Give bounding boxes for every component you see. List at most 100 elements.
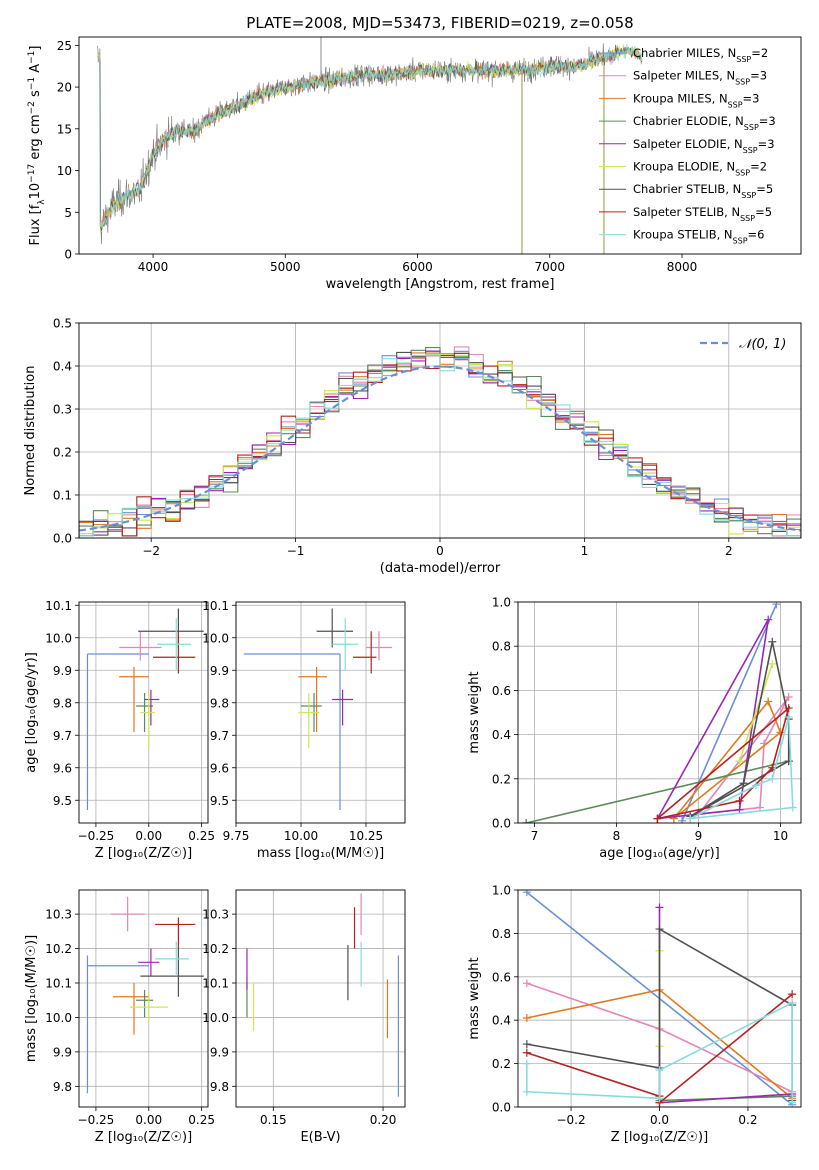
legend-text: Kroupa STELIB, N — [633, 228, 733, 242]
legend-sub: SSP — [741, 191, 756, 200]
legend-suffix: =2 — [751, 46, 768, 60]
series-point — [522, 1059, 531, 1068]
x-tick-label: 0 — [436, 544, 444, 558]
series-point — [678, 816, 687, 823]
series-point — [764, 615, 773, 624]
legend-text: Salpeter STELIB, N — [633, 205, 740, 219]
y-tick-label: 0.0 — [53, 532, 72, 546]
series-line — [526, 1001, 793, 1103]
series-point — [655, 1094, 664, 1103]
panel-massweight-vs-age: 7 8 9 10 0.0 0.2 0.4 0.6 0.8 1.0 age [log₁₀(age/yr… — [467, 596, 802, 861]
series-point — [669, 814, 678, 823]
y-tick-label: 0.4 — [492, 1014, 511, 1028]
plot-area — [97, 37, 643, 254]
y-tick-label: 9.9 — [53, 664, 72, 678]
x-tick-label: 10.25 — [349, 829, 383, 843]
x-tick-label: −0.25 — [78, 1113, 115, 1127]
legend-label: Chabrier MILES, NSSP=2 — [633, 46, 768, 64]
panel-residuals: −2 −1 0 1 2 0.0 0.1 0.2 0.3 0.4 0.5 (data-model)/er… — [23, 317, 802, 576]
y-tick-label: 25 — [57, 39, 72, 53]
x-tick-label: 2 — [725, 544, 733, 558]
x-tick-label: 10.00 — [284, 829, 318, 843]
legend-text: Kroupa ELODIE, N — [633, 160, 735, 174]
series-point — [522, 1087, 531, 1096]
panel-mass-vs-EBV: 0.15 0.20 9.8 9.9 10.0 10.1 10.2 10.3 E(B-V) — [202, 889, 406, 1145]
axes-frame — [235, 601, 406, 824]
x-axis-label: (data-model)/error — [380, 561, 501, 576]
x-tick-label: −2 — [142, 544, 160, 558]
plot-area — [86, 608, 204, 810]
x-tick-label: 0.00 — [135, 829, 162, 843]
y-tick-label: 9.9 — [210, 664, 229, 678]
y-tick-label: 9.5 — [210, 794, 229, 808]
y-axis-label-part: −1 — [27, 77, 37, 90]
series-point — [768, 637, 777, 646]
plot-area — [243, 608, 392, 810]
x-tick-label: 9.75 — [223, 829, 250, 843]
y-tick-label: 1.0 — [492, 884, 511, 898]
legend-suffix: =3 — [759, 114, 776, 128]
plot-area — [522, 602, 797, 823]
x-tick-label: 0.25 — [188, 1113, 215, 1127]
y-tick-label: 9.8 — [53, 1080, 72, 1094]
y-tick-label: 10.1 — [45, 977, 72, 991]
plot-area — [79, 346, 801, 538]
model-spectrum-line — [97, 47, 643, 226]
y-tick-label: 9.7 — [210, 729, 229, 743]
series-point — [653, 814, 662, 823]
y-axis-label: Normed distribution — [23, 366, 38, 496]
y-tick-label: 0.0 — [492, 1101, 511, 1115]
axes-frame — [235, 889, 406, 1108]
legend-suffix: =2 — [750, 160, 767, 174]
legend-label: Salpeter ELODIE, NSSP=3 — [633, 137, 775, 155]
x-tick-label: 8 — [613, 829, 621, 843]
x-tick-label: 7 — [531, 829, 539, 843]
y-axis-label-part: s — [28, 90, 43, 101]
y-tick-label: 0.1 — [53, 489, 72, 503]
series-point — [784, 693, 793, 702]
plot-area — [86, 896, 204, 1094]
x-axis-label: Z [log₁₀(Z/Z☉)] — [95, 846, 192, 861]
x-tick-label: −1 — [287, 544, 305, 558]
plot-area — [246, 893, 400, 1097]
y-tick-label: 0.2 — [492, 772, 511, 786]
series-line — [689, 716, 794, 820]
x-tick-label: 10 — [773, 829, 788, 843]
series-point — [655, 1066, 664, 1075]
series-point — [522, 1014, 531, 1023]
series-point — [784, 704, 793, 713]
series-point — [735, 796, 744, 805]
legend-sub: SSP — [736, 55, 751, 64]
y-tick-label: 10.1 — [45, 599, 72, 613]
y-axis-label: age [log₁₀(age/yr)] — [24, 652, 39, 773]
y-tick-label: 9.8 — [210, 696, 229, 710]
series-point — [522, 819, 531, 823]
y-tick-label: 10.0 — [202, 631, 229, 645]
x-tick-label: 0.15 — [260, 1113, 287, 1127]
legend-label: Kroupa ELODIE, NSSP=2 — [633, 160, 767, 178]
x-tick-label: 0.2 — [738, 1113, 757, 1127]
y-axis-label-part: −2 — [27, 101, 37, 114]
panel-mass-vs-Z: −0.25 0.00 0.25 9.8 9.9 10.0 10.1 10.2 10.3 Z [lo… — [24, 889, 215, 1145]
x-tick-label: 9 — [695, 829, 703, 843]
y-tick-label: 0.4 — [53, 360, 72, 374]
x-tick-label: 4000 — [138, 260, 169, 274]
panel-massweight-vs-Z: −0.2 0.0 0.2 0.0 0.2 0.4 0.6 0.8 1.0 Z [log₁₀(Z/Z… — [467, 884, 802, 1145]
x-tick-label: 0.25 — [188, 829, 215, 843]
legend-label: Chabrier ELODIE, NSSP=3 — [633, 114, 776, 132]
x-axis-label: E(B-V) — [300, 1130, 340, 1145]
y-tick-label: 9.6 — [53, 761, 72, 775]
series-point — [522, 890, 531, 897]
legend-label: Chabrier STELIB, NSSP=5 — [633, 182, 773, 200]
panel-spectrum: 4000 5000 6000 7000 8000 0 5 10 15 20 25 wavelength… — [27, 14, 802, 292]
y-axis-label: mass weight — [467, 957, 482, 1039]
y-axis-label: Flux [fλ10−17 erg cm−2 s−1 A−1] — [27, 46, 47, 246]
legend-label: Kroupa MILES, NSSP=3 — [633, 91, 759, 109]
x-tick-label: −0.2 — [556, 1113, 585, 1127]
normal-curve — [79, 365, 801, 532]
legend-sub: SSP — [743, 145, 758, 154]
legend-label: Salpeter STELIB, NSSP=5 — [633, 205, 772, 223]
series-point — [655, 925, 664, 934]
